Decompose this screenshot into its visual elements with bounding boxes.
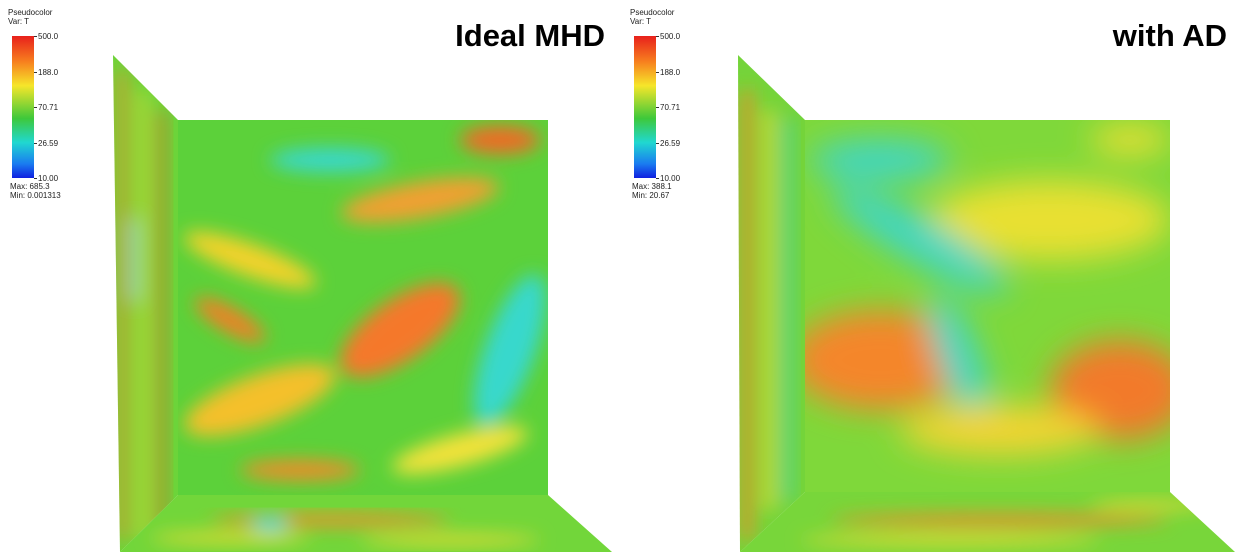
legend-tick-label: 70.71 [38,103,58,112]
color-bar [634,36,656,178]
legend-max: Max: 685.3 [10,182,50,191]
legend-tick-label: 500.0 [660,32,680,41]
legend-tick-label: 26.59 [38,139,58,148]
panel-title: Ideal MHD [455,18,605,54]
legend-name: Pseudocolor [630,8,740,17]
legend-tick-label: 500.0 [38,32,58,41]
color-bar [12,36,34,178]
legend-tick-label: 26.59 [660,139,680,148]
panel-title: with AD [1113,18,1227,54]
legend-tick-label: 70.71 [660,103,680,112]
legend-name: Pseudocolor [8,8,118,17]
legend-var: Var: T [8,17,118,26]
legend-min: Min: 20.67 [632,191,669,200]
legend-var: Var: T [630,17,740,26]
legend-tick-label: 188.0 [660,68,680,77]
legend-max: Max: 388.1 [632,182,672,191]
legend-tick-label: 188.0 [38,68,58,77]
legend-min: Min: 0.001313 [10,191,61,200]
page: Ideal MHDPseudocolorVar: T500.0188.070.7… [0,0,1242,556]
